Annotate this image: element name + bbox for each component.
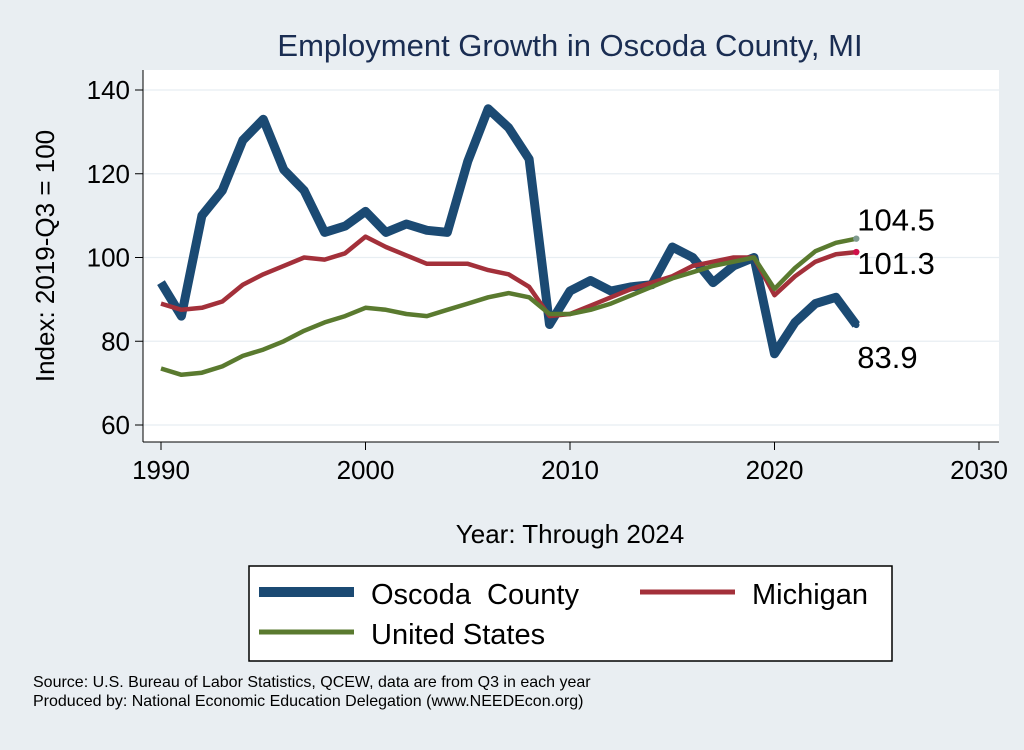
x-axis-label: Year: Through 2024 [456, 519, 684, 549]
series-line-us [160, 236, 857, 378]
series-line-michigan [160, 234, 857, 319]
xtick-label-2000: 2000 [337, 455, 395, 485]
end-point-michigan [853, 248, 860, 256]
end-label-oscoda: 83.9 [857, 340, 917, 375]
ytick-label-140: 140 [87, 75, 130, 105]
series-line-oscoda [157, 104, 860, 359]
legend-label-oscoda: Oscoda County [371, 579, 579, 611]
producer-note: Produced by: National Economic Education… [33, 693, 584, 710]
ytick-label-80: 80 [101, 326, 130, 356]
ytick-label-120: 120 [87, 159, 130, 189]
x-ticks: 1990 2000 2010 2020 2030 [132, 442, 1008, 485]
ytick-label-60: 60 [101, 410, 130, 440]
xtick-label-1990: 1990 [132, 455, 190, 485]
end-labels: 83.9 101.3 104.5 [853, 203, 935, 375]
end-label-michigan: 101.3 [857, 246, 935, 281]
plot-area [143, 70, 999, 442]
chart-title: Employment Growth in Oscoda County, MI [277, 28, 862, 63]
ytick-label-100: 100 [87, 243, 130, 273]
legend-label-us: United States [371, 619, 545, 651]
source-note: Source: U.S. Bureau of Labor Statistics,… [33, 674, 591, 691]
end-point-oscoda [853, 321, 860, 329]
xtick-label-2010: 2010 [541, 455, 599, 485]
y-axis-label: Index: 2019-Q3 = 100 [30, 130, 60, 382]
series-lines [157, 104, 860, 378]
legend-label-michigan: Michigan [752, 579, 868, 611]
xtick-label-2030: 2030 [950, 455, 1008, 485]
legend-box [248, 565, 893, 662]
xtick-label-2020: 2020 [746, 455, 804, 485]
end-label-us: 104.5 [857, 203, 935, 238]
y-ticks: 60 80 100 120 140 [87, 75, 143, 440]
end-point-us [853, 235, 860, 242]
